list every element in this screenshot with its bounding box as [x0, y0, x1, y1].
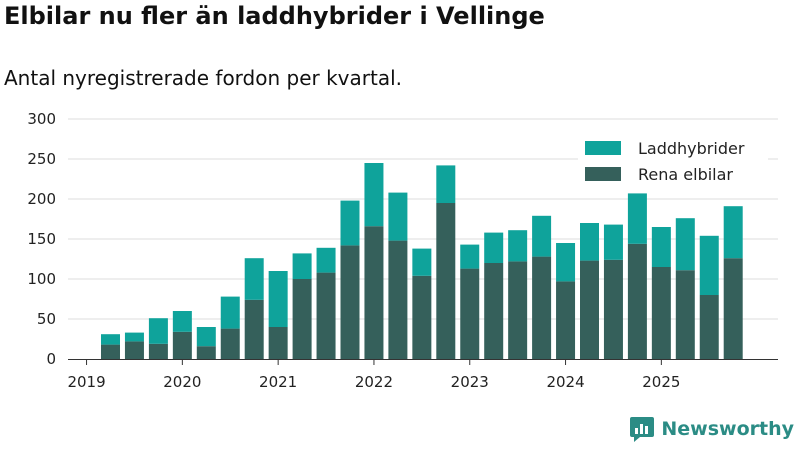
y-tick-label: 50 [37, 310, 56, 328]
bar-rena-elbilar-2020Q3 [220, 328, 240, 359]
bar-laddhybrider-2021Q1 [268, 271, 288, 327]
bar-laddhybrider-2024Q1 [556, 243, 576, 282]
bar-rena-elbilar-2025Q3 [699, 295, 719, 359]
bar-rena-elbilar-2020Q2 [196, 346, 216, 359]
bar-rena-elbilar-2024Q4 [627, 243, 647, 359]
newsworthy-logo: Newsworthy [629, 414, 794, 444]
x-tick-label: 2025 [642, 373, 680, 391]
bar-laddhybrider-2023Q4 [532, 215, 552, 257]
bar-laddhybrider-2019Q4 [148, 318, 168, 344]
y-tick-label: 200 [27, 190, 56, 208]
bar-laddhybrider-2020Q2 [196, 327, 216, 347]
y-tick-label: 250 [27, 150, 56, 168]
bar-laddhybrider-2022Q1 [364, 163, 384, 227]
bar-laddhybrider-2020Q3 [220, 296, 240, 329]
legend-label: Laddhybrider [638, 139, 745, 158]
bar-laddhybrider-2021Q2 [292, 253, 312, 279]
legend-swatch [585, 141, 621, 155]
bar-rena-elbilar-2019Q4 [148, 343, 168, 359]
x-tick-label: 2021 [259, 373, 297, 391]
bar-laddhybrider-2020Q1 [172, 311, 192, 332]
x-tick-label: 2023 [451, 373, 489, 391]
y-tick-label: 100 [27, 270, 56, 288]
bar-laddhybrider-2023Q2 [484, 232, 504, 263]
bar-rena-elbilar-2023Q3 [508, 261, 528, 359]
bar-laddhybrider-2022Q3 [412, 248, 432, 276]
y-tick-label: 150 [27, 230, 56, 248]
bar-laddhybrider-2021Q4 [340, 200, 360, 246]
bar-rena-elbilar-2024Q3 [603, 259, 623, 359]
legend-swatch [585, 167, 621, 181]
bar-rena-elbilar-2025Q4 [723, 258, 743, 359]
chart-title: Elbilar nu fler än laddhybrider i Vellin… [4, 2, 545, 30]
bar-rena-elbilar-2023Q2 [484, 263, 504, 359]
bar-laddhybrider-2025Q4 [723, 206, 743, 259]
bar-rena-elbilar-2021Q1 [268, 327, 288, 359]
bar-laddhybrider-2024Q2 [580, 223, 599, 261]
x-tick-label: 2024 [546, 373, 584, 391]
chart-subtitle: Antal nyregistrerade fordon per kvartal. [4, 66, 403, 90]
bar-laddhybrider-2019Q3 [124, 332, 144, 342]
bar-rena-elbilar-2019Q3 [124, 341, 144, 359]
bar-rena-elbilar-2022Q2 [388, 240, 408, 359]
bar-rena-elbilar-2022Q3 [412, 275, 432, 359]
bar-laddhybrider-2019Q2 [101, 334, 120, 345]
bar-rena-elbilar-2024Q1 [556, 281, 576, 359]
bar-rena-elbilar-2020Q4 [244, 299, 264, 359]
bar-rena-elbilar-2024Q2 [580, 260, 599, 359]
bar-rena-elbilar-2022Q4 [436, 203, 456, 359]
newsworthy-icon [630, 417, 655, 442]
x-tick-label: 2022 [355, 373, 393, 391]
bar-laddhybrider-2022Q2 [388, 192, 408, 241]
y-tick-label: 300 [27, 110, 56, 128]
bar-rena-elbilar-2022Q1 [364, 226, 384, 359]
bar-rena-elbilar-2023Q4 [532, 256, 552, 359]
x-tick-label: 2020 [163, 373, 201, 391]
brand-name: Newsworthy [661, 418, 794, 440]
bar-rena-elbilar-2021Q3 [316, 272, 336, 359]
legend: Laddhybrider Rena elbilar [578, 133, 768, 189]
bar-laddhybrider-2024Q3 [603, 224, 623, 260]
bar-laddhybrider-2021Q3 [316, 247, 336, 273]
bar-rena-elbilar-2025Q1 [651, 267, 671, 359]
y-tick-label: 0 [46, 350, 56, 368]
legend-label: Rena elbilar [638, 165, 733, 184]
x-tick-label: 2019 [67, 373, 105, 391]
bar-rena-elbilar-2021Q2 [292, 279, 312, 359]
bar-rena-elbilar-2025Q2 [675, 270, 695, 359]
bar-rena-elbilar-2023Q1 [460, 268, 480, 359]
bar-laddhybrider-2024Q4 [627, 193, 647, 244]
bar-laddhybrider-2023Q3 [508, 230, 528, 262]
bar-rena-elbilar-2020Q1 [172, 331, 192, 359]
bar-rena-elbilar-2021Q4 [340, 245, 360, 359]
bar-laddhybrider-2023Q1 [460, 244, 480, 269]
bar-laddhybrider-2025Q3 [699, 235, 719, 295]
bar-rena-elbilar-2019Q2 [101, 344, 120, 359]
bar-laddhybrider-2025Q2 [675, 218, 695, 271]
bar-laddhybrider-2020Q4 [244, 258, 264, 300]
bar-laddhybrider-2025Q1 [651, 227, 671, 267]
bar-laddhybrider-2022Q4 [436, 165, 456, 203]
